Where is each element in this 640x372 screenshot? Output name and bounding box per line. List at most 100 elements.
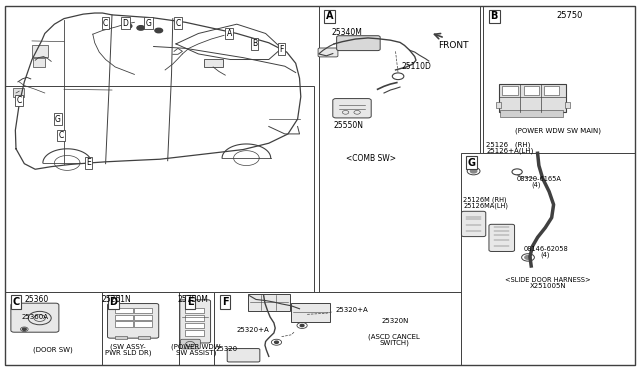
Text: A: A <box>227 29 232 38</box>
Text: 08320-6165A: 08320-6165A <box>517 176 562 182</box>
Text: <SLIDE DOOR HARNESS>: <SLIDE DOOR HARNESS> <box>505 277 591 283</box>
Text: 25126M (RH): 25126M (RH) <box>463 197 507 203</box>
Bar <box>115 321 133 327</box>
Text: SWITCH): SWITCH) <box>380 340 409 346</box>
Text: C: C <box>17 96 22 105</box>
Text: E: E <box>187 297 193 307</box>
Text: (4): (4) <box>531 181 541 188</box>
Text: <COMB SW>: <COMB SW> <box>346 154 396 163</box>
Bar <box>115 308 133 313</box>
FancyBboxPatch shape <box>291 303 330 322</box>
Text: 25110D: 25110D <box>402 62 432 71</box>
Bar <box>33 58 45 67</box>
Text: 25320N: 25320N <box>381 318 409 324</box>
Text: (4): (4) <box>541 252 550 259</box>
Text: C: C <box>58 131 63 140</box>
Bar <box>461 153 635 365</box>
Text: C: C <box>175 19 180 28</box>
Circle shape <box>124 24 132 28</box>
Text: 25750M: 25750M <box>178 295 209 304</box>
Bar <box>524 86 539 95</box>
Bar <box>502 86 518 95</box>
Circle shape <box>300 324 304 327</box>
Text: 25126   (RH): 25126 (RH) <box>486 141 531 148</box>
Text: 25261N: 25261N <box>102 295 131 304</box>
Text: PWR SLD DR): PWR SLD DR) <box>105 349 151 356</box>
Text: 25340M: 25340M <box>332 28 362 37</box>
FancyBboxPatch shape <box>108 304 159 338</box>
Text: 25320: 25320 <box>216 346 237 352</box>
Text: 25360A: 25360A <box>22 314 49 320</box>
Text: D: D <box>109 297 117 307</box>
Bar <box>185 308 204 313</box>
Text: G: G <box>54 115 61 124</box>
Text: FRONT: FRONT <box>438 41 469 50</box>
Text: 25320+A: 25320+A <box>335 307 368 312</box>
Text: C: C <box>103 19 108 28</box>
Text: B: B <box>490 12 498 21</box>
Bar <box>565 102 570 108</box>
Bar <box>483 6 635 153</box>
Text: (POWER WDW: (POWER WDW <box>171 343 221 350</box>
Text: G: G <box>145 19 152 28</box>
Bar <box>5 292 102 365</box>
Circle shape <box>525 256 531 259</box>
Bar <box>32 45 48 57</box>
Circle shape <box>22 328 26 330</box>
Bar <box>13 88 24 97</box>
Bar <box>134 321 152 327</box>
Text: (ASCD CANCEL: (ASCD CANCEL <box>368 333 420 340</box>
Bar <box>5 86 314 292</box>
Text: 25320+A: 25320+A <box>237 327 269 333</box>
Text: 08146-62058: 08146-62058 <box>524 246 568 252</box>
Text: F: F <box>222 297 228 307</box>
Text: SW ASSIST): SW ASSIST) <box>175 349 216 356</box>
FancyBboxPatch shape <box>489 224 515 251</box>
Circle shape <box>155 28 163 33</box>
Text: F: F <box>280 45 284 54</box>
Circle shape <box>275 341 278 343</box>
Bar <box>134 308 152 313</box>
Text: 25126+A(LH): 25126+A(LH) <box>486 147 534 154</box>
Text: 25550N: 25550N <box>333 121 363 130</box>
Bar <box>115 336 127 339</box>
FancyBboxPatch shape <box>227 349 260 362</box>
FancyBboxPatch shape <box>461 211 486 237</box>
Text: X251005N: X251005N <box>529 283 566 289</box>
Text: (SW ASSY-: (SW ASSY- <box>110 343 146 350</box>
Bar <box>138 336 150 339</box>
Text: G: G <box>468 158 476 167</box>
Circle shape <box>470 169 477 173</box>
FancyBboxPatch shape <box>180 300 211 343</box>
FancyBboxPatch shape <box>248 294 290 311</box>
Bar <box>499 84 566 112</box>
Text: 25126MA(LH): 25126MA(LH) <box>463 203 508 209</box>
Bar <box>185 315 204 321</box>
FancyBboxPatch shape <box>333 99 371 118</box>
Text: 25750: 25750 <box>557 11 583 20</box>
Bar <box>102 292 179 365</box>
Bar <box>134 315 152 320</box>
FancyBboxPatch shape <box>337 36 380 51</box>
Text: B: B <box>252 39 257 48</box>
Bar <box>544 86 559 95</box>
Bar <box>214 292 461 365</box>
Bar <box>500 110 563 117</box>
Text: (DOOR SW): (DOOR SW) <box>33 346 72 353</box>
Text: A: A <box>326 12 333 21</box>
Text: 25360: 25360 <box>24 295 49 304</box>
Text: E: E <box>86 158 91 167</box>
Text: C: C <box>12 297 20 307</box>
Bar <box>185 330 204 336</box>
Circle shape <box>137 26 145 30</box>
FancyBboxPatch shape <box>11 303 59 332</box>
Bar <box>319 6 480 292</box>
Bar <box>496 102 501 108</box>
Bar <box>115 315 133 320</box>
Text: (POWER WDW SW MAIN): (POWER WDW SW MAIN) <box>515 128 601 134</box>
Text: D: D <box>122 19 129 28</box>
FancyBboxPatch shape <box>180 339 200 349</box>
Bar <box>185 323 204 328</box>
FancyBboxPatch shape <box>318 48 338 57</box>
Bar <box>179 292 214 365</box>
